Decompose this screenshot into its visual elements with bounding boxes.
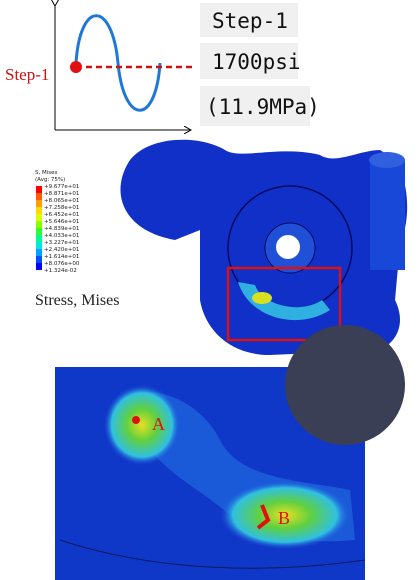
legend: S, Mises (Avg: 75%) +9.677e+01+8.871e+01…	[35, 170, 80, 274]
legend-swatch	[36, 249, 42, 256]
legend-value: +4.033e+01	[44, 233, 79, 239]
step-text: Step-1	[212, 9, 288, 33]
legend-subtitle: (Avg: 75%)	[35, 177, 65, 183]
label-a: A	[152, 414, 165, 434]
legend-value: +4.839e+01	[44, 226, 79, 232]
hotspot	[252, 292, 272, 304]
legend-swatch	[36, 242, 42, 249]
label-b: B	[278, 508, 290, 528]
legend-title: S, Mises	[35, 170, 58, 176]
load-curve: Step-1	[5, 5, 192, 130]
step-point	[70, 61, 82, 73]
legend-swatch	[36, 256, 42, 263]
pressure-text: 1700psi	[212, 50, 301, 74]
detail-view: A B	[55, 325, 405, 580]
body	[120, 140, 407, 355]
boss-top	[369, 152, 405, 168]
curve-label: Step-1	[5, 65, 49, 84]
boss	[370, 160, 405, 270]
legend-value: +3.227e+01	[44, 240, 79, 246]
legend-swatch	[36, 235, 42, 242]
fea-model	[120, 140, 407, 355]
legend-value: +1.614e+01	[44, 254, 79, 260]
legend-value: +9.677e+01	[44, 184, 79, 190]
model-caption: Stress, Mises	[35, 292, 119, 309]
legend-swatch	[36, 207, 42, 214]
page: Step-1 Step-1 1700psi (11.9MPa) S, Mises…	[0, 0, 420, 580]
legend-value: +6.452e+01	[44, 212, 79, 218]
hotspot-a	[104, 385, 180, 465]
legend-swatch	[36, 263, 42, 270]
sine	[76, 16, 160, 111]
legend-swatch	[36, 186, 42, 193]
legend-value: +2.420e+01	[44, 247, 79, 253]
legend-value: +7.258e+01	[44, 205, 79, 211]
legend-swatch	[36, 221, 42, 228]
legend-swatch	[36, 193, 42, 200]
legend-value: +1.324e-02	[44, 268, 77, 274]
legend-swatch	[36, 214, 42, 221]
legend-value: +8.871e+01	[44, 191, 79, 197]
legend-value: +8.076e+00	[44, 261, 80, 267]
legend-swatch	[36, 200, 42, 207]
bore	[285, 325, 405, 445]
legend-value: +5.646e+01	[44, 219, 79, 225]
marker-a	[132, 416, 140, 424]
pressure-si-text: (11.9MPa)	[206, 95, 320, 119]
legend-swatch	[36, 228, 42, 235]
figure: Step-1 Step-1 1700psi (11.9MPa) S, Mises…	[0, 0, 420, 580]
legend-value: +8.065e+01	[44, 198, 79, 204]
hole	[276, 235, 300, 259]
